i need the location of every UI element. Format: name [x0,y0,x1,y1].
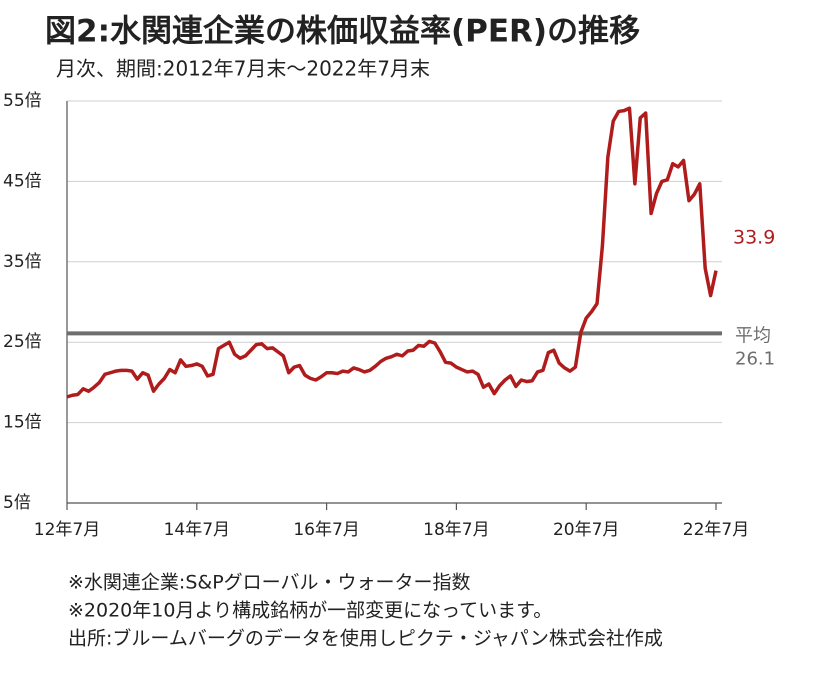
chart-title: 図2:水関連企業の株価収益率(PER)の推移 [45,14,640,50]
x-tick-label: 16年7月 [293,520,359,540]
footnote: ※水関連企業:S&Pグローバル・ウォーター指数 [68,572,470,594]
y-tick-label: 45倍 [3,171,42,191]
x-tick-label: 12年7月 [34,520,100,540]
mean-value-label: 26.1 [735,348,775,369]
y-tick-label: 15倍 [3,413,42,433]
footnote: ※2020年10月より構成銘柄が一部変更になっています。 [68,600,552,622]
mean-label: 平均 [735,325,771,346]
footnote: 出所:ブルームバーグのデータを使用しピクテ・ジャパン株式会社作成 [68,627,663,650]
x-tick-label: 14年7月 [164,520,230,540]
y-tick-label: 35倍 [3,252,42,272]
end-value-label: 33.9 [733,227,775,249]
x-tick-label: 20年7月 [553,520,619,540]
series-line [66,106,718,399]
y-tick-label: 25倍 [3,332,42,352]
chart-subtitle: 月次、期間:2012年7月末～2022年7月末 [56,57,430,81]
y-tick-label: 5倍 [3,493,31,513]
y-tick-label: 55倍 [3,91,42,111]
x-tick-label: 22年7月 [683,520,749,540]
x-tick-label: 18年7月 [423,520,489,540]
